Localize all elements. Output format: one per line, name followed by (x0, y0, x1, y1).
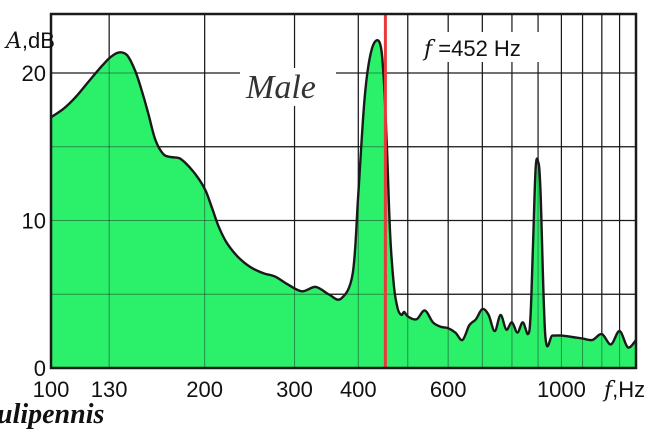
y-tick-labels: 0 10 20 (22, 61, 46, 381)
frequency-value: =452 Hz (432, 36, 521, 61)
series-label: Male (245, 69, 316, 106)
spectrum-area (51, 40, 636, 368)
x-tick-label: 200 (186, 377, 223, 402)
x-tick-label: 600 (430, 377, 467, 402)
frequency-annotation: f =452 Hz (418, 32, 558, 62)
series-label-box: Male (240, 68, 336, 106)
y-tick-label: 10 (22, 209, 46, 234)
x-tick-label: 100 (33, 377, 70, 402)
x-tick-labels: 100 130 200 300 400 600 1000 (33, 377, 586, 402)
y-axis-unit: ,dB (22, 28, 55, 53)
y-tick-label: 0 (34, 356, 46, 381)
x-axis-unit: ,Hz (612, 377, 645, 402)
x-axis-label: f,Hz (602, 377, 645, 403)
frequency-annotation-background (418, 32, 558, 62)
grid-over-layer (50, 14, 636, 368)
x-tick-label: 130 (91, 377, 128, 402)
y-tick-label: 20 (22, 61, 46, 86)
x-tick-label: 400 (340, 377, 377, 402)
plot-frame (49, 12, 638, 370)
x-tick-label: 300 (276, 377, 313, 402)
spectrum-line (50, 39, 637, 349)
y-axis-label: A,dB (4, 28, 55, 54)
grid-layer (50, 14, 636, 368)
frequency-annotation-text: f =452 Hz (422, 36, 521, 62)
series-label-background (240, 68, 336, 106)
x-tick-label: 1000 (537, 377, 586, 402)
y-axis-symbol: A (4, 29, 22, 54)
species-name-fragment: ulipennis (0, 399, 104, 430)
